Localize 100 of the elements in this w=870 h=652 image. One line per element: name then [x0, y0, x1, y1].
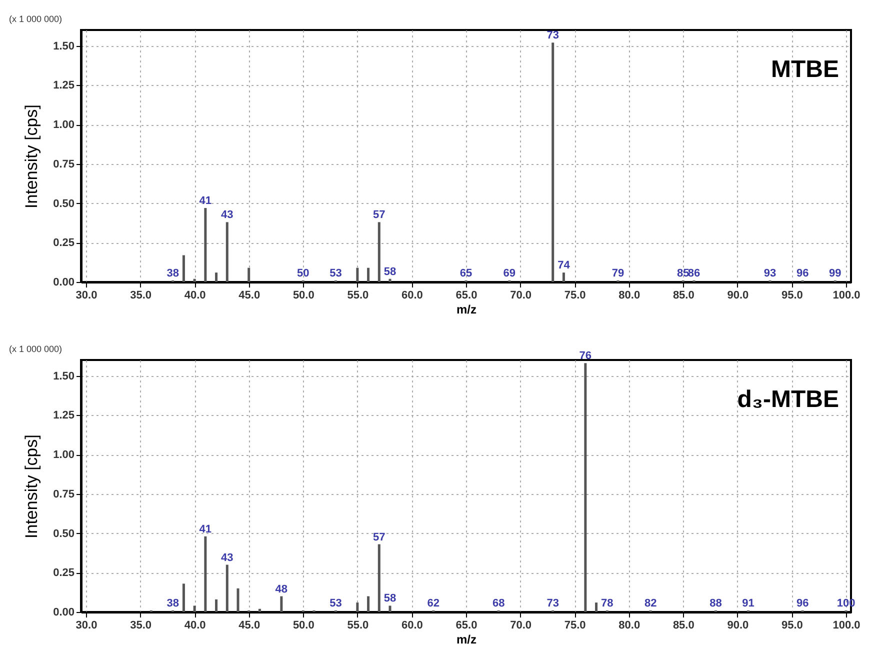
y-tick-label: 0.25: [53, 237, 74, 250]
text: d₃-MTBE: [737, 386, 839, 413]
annotation: 93: [764, 267, 776, 280]
x-tick-label: 75.0: [564, 290, 586, 302]
annotation: 96: [796, 597, 809, 610]
text: MTBE: [771, 56, 839, 83]
y-tick-label: 0.50: [53, 198, 74, 210]
text: (x 1 000 000): [9, 14, 62, 24]
bar: [552, 42, 554, 282]
y-axis-title: Intensity [cps]: [22, 104, 42, 208]
y-tick-label: 0.75: [53, 158, 74, 170]
y-tick-label: 0.75: [53, 488, 74, 500]
text: (x 1 000 000): [9, 344, 62, 354]
annotation: 41: [199, 194, 212, 207]
x-tick-label: 70.0: [510, 620, 532, 632]
y-tick-label: 1.00: [53, 449, 74, 461]
x-axis-title: m/z: [456, 302, 477, 316]
annotation: 65: [460, 267, 472, 280]
x-tick-label: 65.0: [456, 290, 478, 302]
bar: [215, 599, 218, 612]
bar: [182, 584, 185, 612]
bar: [193, 278, 196, 282]
bar: [182, 255, 185, 282]
y-axis-title: Intensity [cps]: [22, 434, 42, 538]
bar: [226, 222, 228, 282]
x-tick-label: 35.0: [130, 620, 152, 632]
annotation: 50: [297, 267, 310, 280]
x-tick-label: 80.0: [618, 290, 640, 302]
bar: [595, 602, 598, 612]
annotation: 53: [330, 597, 342, 610]
bar: [378, 544, 380, 612]
x-tick-label: 30.0: [76, 620, 98, 632]
annotation: 88: [710, 597, 722, 610]
x-tick-label: 80.0: [618, 620, 640, 632]
annotation: 73: [546, 597, 559, 610]
x-tick-label: 85.0: [672, 620, 694, 632]
y-tick-label: 1.25: [53, 80, 74, 92]
annotation: 58: [384, 592, 396, 605]
x-tick-label: 90.0: [727, 290, 749, 302]
bar: [258, 608, 261, 612]
x-tick-label: 70.0: [510, 290, 532, 302]
bar: [226, 564, 228, 612]
bar: [356, 268, 359, 282]
annotation: 82: [644, 597, 657, 610]
annotation: 58: [384, 266, 396, 278]
x-tick-label: 100.0: [832, 290, 860, 302]
x-tick-label: 55.0: [347, 290, 369, 302]
bar: [584, 363, 587, 612]
x-tick-label: 95.0: [782, 620, 803, 632]
annotation: 68: [492, 597, 505, 610]
annotation: 79: [612, 267, 624, 280]
bar: [388, 278, 392, 282]
bar: [204, 536, 207, 612]
x-tick-label: 65.0: [456, 620, 478, 632]
bar: [215, 272, 218, 282]
bar: [378, 222, 380, 282]
annotation: 38: [166, 597, 179, 610]
x-axis-title: m/z: [456, 632, 477, 646]
x-tick-label: 40.0: [184, 620, 206, 632]
annotation: 85: [677, 267, 690, 280]
annotation: 38: [166, 267, 179, 280]
x-tick-label: 30.0: [76, 290, 98, 302]
x-tick-label: 50.0: [292, 620, 314, 632]
annotation: 53: [330, 267, 342, 280]
y-tick-label: 0.25: [53, 567, 74, 580]
annotation: 57: [373, 209, 386, 222]
y-tick-label: 0.00: [53, 606, 74, 618]
y-tick-label: 1.00: [53, 119, 74, 131]
annotation: 43: [221, 209, 234, 222]
annotation: 69: [503, 267, 516, 280]
x-tick-label: 45.0: [238, 620, 260, 632]
annotation: 86: [688, 267, 700, 280]
x-tick-label: 60.0: [402, 290, 423, 302]
x-tick-label: 45.0: [238, 290, 260, 302]
bar: [367, 268, 370, 282]
annotation: 73: [546, 30, 559, 42]
y-tick-label: 0.00: [53, 276, 74, 288]
bar: [562, 272, 565, 282]
bar: [356, 602, 359, 612]
annotation: 48: [275, 583, 288, 596]
annotation: 74: [558, 260, 571, 272]
bar: [193, 606, 196, 612]
annotation: 57: [373, 531, 386, 544]
x-tick-label: 90.0: [727, 620, 749, 632]
annotation: 43: [221, 552, 234, 564]
bar: [367, 596, 370, 612]
x-tick-label: 35.0: [130, 290, 152, 302]
annotation: 96: [796, 267, 809, 280]
x-tick-label: 95.0: [782, 290, 803, 302]
y-tick-label: 1.50: [53, 40, 74, 52]
x-tick-label: 85.0: [672, 290, 694, 302]
bar: [280, 596, 283, 612]
annotation: 91: [742, 597, 754, 610]
y-tick-label: 1.50: [53, 370, 74, 382]
x-tick-label: 40.0: [184, 290, 206, 302]
annotation: 99: [829, 267, 842, 280]
x-tick-label: 50.0: [292, 290, 314, 302]
x-tick-label: 60.0: [402, 620, 423, 632]
annotation: 62: [427, 597, 440, 610]
annotation: 78: [601, 597, 614, 610]
